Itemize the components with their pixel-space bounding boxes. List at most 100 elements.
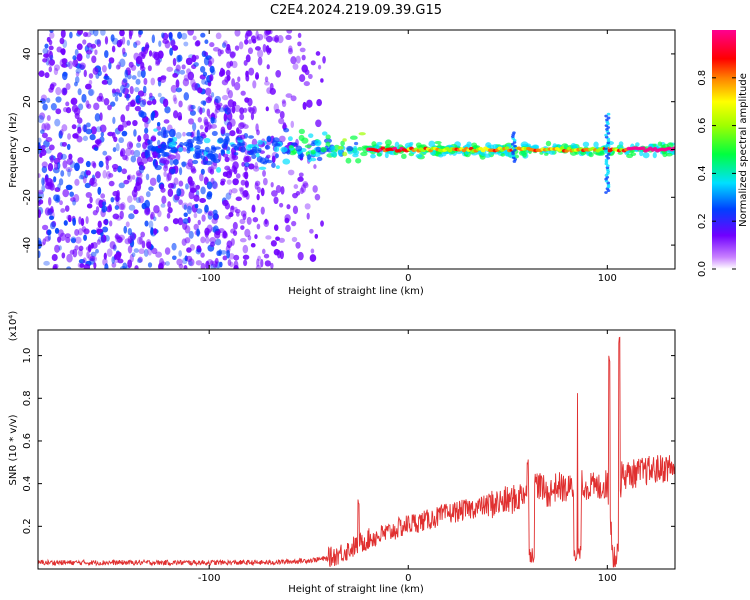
spectral-blob	[72, 55, 77, 61]
spectral-blob	[271, 36, 278, 42]
spectral-blob	[168, 128, 176, 138]
spectral-blob	[214, 257, 219, 265]
spectral-blob	[82, 135, 89, 142]
spectral-blob	[85, 122, 91, 128]
spectral-blob	[244, 228, 251, 238]
spectral-blob	[144, 149, 151, 159]
spectral-blob	[70, 197, 76, 202]
spectral-blob	[323, 138, 332, 144]
spectral-blob	[79, 263, 85, 268]
spectral-blob	[206, 193, 212, 200]
spectral-blob	[67, 214, 72, 222]
spectral-blob	[265, 35, 273, 43]
spectral-blob	[312, 185, 318, 193]
spectral-blob	[264, 145, 271, 150]
spectral-spike	[511, 150, 515, 154]
spectral-blob	[38, 209, 42, 218]
spectral-blob	[208, 56, 215, 65]
spectral-blob	[316, 156, 323, 162]
spectral-blob	[229, 118, 236, 127]
spectral-blob	[38, 250, 41, 258]
spectral-blob	[226, 107, 233, 114]
spectral-blob	[298, 128, 305, 135]
spectral-blob	[215, 32, 222, 40]
spectral-blob	[231, 78, 236, 87]
spectral-blob	[66, 157, 74, 166]
spectral-blob	[244, 179, 249, 188]
spectral-blob	[151, 247, 158, 255]
spectral-blob	[49, 31, 55, 39]
spectral-blob	[42, 58, 48, 63]
spectral-blob	[167, 201, 172, 209]
spectral-blob	[278, 135, 286, 143]
spectral-blob	[96, 239, 101, 245]
spectral-blob	[170, 147, 178, 153]
spectral-blob	[310, 248, 315, 254]
spectral-blob	[238, 186, 244, 192]
spectral-blob	[83, 124, 87, 133]
spectral-blob	[209, 241, 215, 247]
spectral-blob	[89, 257, 95, 265]
x-tick-label: 100	[598, 573, 617, 584]
spectral-blob	[72, 217, 76, 226]
spectral-blob	[118, 92, 123, 98]
spectral-blob	[340, 140, 345, 147]
spectral-blob	[295, 145, 303, 152]
spectral-blob	[254, 46, 261, 51]
spectral-blob	[384, 152, 389, 159]
spectral-blob	[166, 212, 171, 219]
spectral-blob	[287, 47, 293, 55]
spectral-blob	[252, 217, 259, 223]
spectral-blob	[65, 83, 71, 91]
spectral-blob	[199, 65, 206, 73]
spectral-blob	[57, 183, 61, 190]
spectral-blob	[78, 174, 85, 180]
spectral-blob	[251, 204, 256, 213]
spectral-blob	[315, 146, 322, 153]
spectral-blob	[242, 124, 249, 130]
spectral-blob	[94, 171, 101, 179]
y-tick-label: 0	[22, 146, 33, 152]
spectral-blob	[232, 178, 239, 186]
spectral-blob	[176, 258, 183, 266]
spectral-blob	[186, 205, 192, 215]
spectral-blob	[500, 152, 506, 157]
spectral-blob	[62, 160, 68, 169]
spectral-blob	[225, 192, 232, 200]
spectral-blob	[136, 156, 143, 166]
spectral-blob	[85, 160, 91, 168]
spectral-blob	[178, 199, 183, 205]
spectral-blob	[168, 141, 177, 148]
spectral-blob	[222, 199, 229, 207]
spectral-blob	[220, 180, 225, 186]
spectral-blob	[210, 116, 215, 124]
spectral-blob	[94, 49, 98, 56]
spectral-blob	[48, 45, 54, 51]
spectral-blob	[176, 188, 182, 197]
spectral-blob	[232, 221, 238, 230]
spectral-blob	[434, 141, 442, 145]
spectral-blob	[115, 251, 122, 261]
spectral-blob	[257, 49, 264, 58]
spectral-blob	[230, 144, 238, 148]
spectral-blob	[245, 181, 249, 189]
spectral-blob	[271, 155, 276, 163]
spectral-blob	[110, 101, 116, 107]
spectral-blob	[320, 78, 324, 83]
spectral-blob	[269, 82, 274, 91]
spectral-blob	[41, 184, 46, 193]
spectral-blob	[44, 207, 51, 216]
spectral-blob	[224, 165, 231, 171]
spectral-blob	[118, 203, 125, 210]
spectral-blob	[220, 149, 225, 153]
spectral-blob	[123, 225, 128, 234]
spectral-blob	[120, 114, 126, 123]
spectral-blob	[88, 180, 94, 186]
spectral-spike	[605, 154, 609, 158]
spectral-blob	[214, 108, 218, 115]
spectral-blob	[112, 116, 116, 125]
spectral-blob	[203, 137, 211, 144]
spectral-blob	[281, 99, 286, 104]
spectral-blob	[245, 54, 251, 63]
